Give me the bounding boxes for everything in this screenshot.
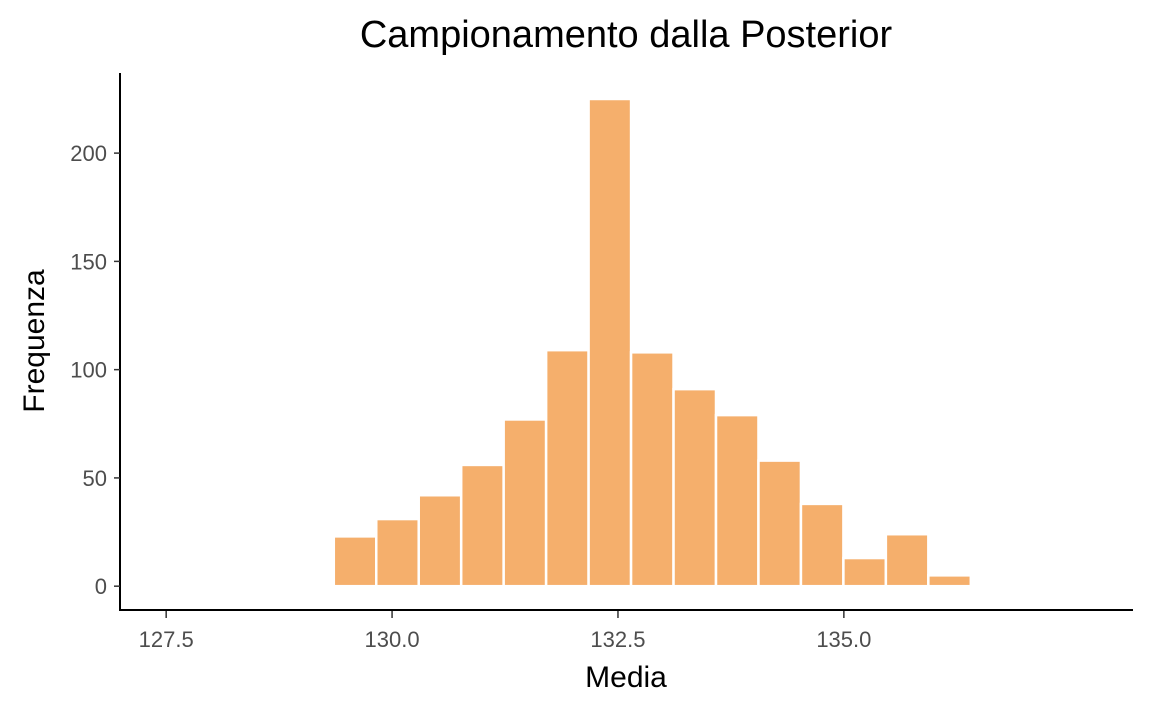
y-tick-label-1: 50: [83, 466, 107, 491]
y-tick-label-2: 100: [70, 358, 107, 383]
histogram-bar-7: [544, 348, 590, 588]
y-tick-label-4: 200: [70, 141, 107, 166]
histogram-bar-16: [927, 574, 973, 588]
histogram-bar-8: [587, 97, 633, 588]
histogram-bar-10: [672, 387, 718, 588]
y-tick-label-3: 150: [70, 249, 107, 274]
histogram-bar-3: [375, 517, 420, 588]
histogram-bar-2: [332, 535, 378, 588]
x-tick-label-3: 135.0: [816, 627, 871, 652]
bars-group: [247, 97, 973, 588]
histogram-bar-6: [502, 418, 548, 588]
histogram-bar-5: [459, 463, 505, 588]
x-axis-ticks: 127.5 130.0 132.5 135.0: [139, 611, 871, 652]
histogram-bar-12: [757, 459, 803, 588]
x-tick-label-2: 132.5: [590, 627, 645, 652]
histogram-bar-14: [842, 556, 888, 588]
x-tick-label-0: 127.5: [139, 627, 194, 652]
chart-title: Campionamento dalla Posterior: [360, 14, 893, 56]
histogram-bar-0: [247, 582, 293, 588]
y-axis-title: Frequenza: [18, 269, 51, 413]
x-tick-label-1: 130.0: [365, 627, 420, 652]
histogram-bar-1: [290, 582, 336, 588]
histogram-bar-9: [629, 351, 675, 588]
histogram-bar-4: [417, 493, 463, 588]
y-axis-ticks: 0 50 100 150 200: [70, 141, 120, 599]
histogram-bar-13: [799, 502, 845, 588]
y-tick-label-0: 0: [95, 574, 107, 599]
histogram-bar-11: [714, 413, 760, 588]
x-axis-title: Media: [585, 661, 667, 694]
histogram-bar-15: [884, 532, 930, 588]
